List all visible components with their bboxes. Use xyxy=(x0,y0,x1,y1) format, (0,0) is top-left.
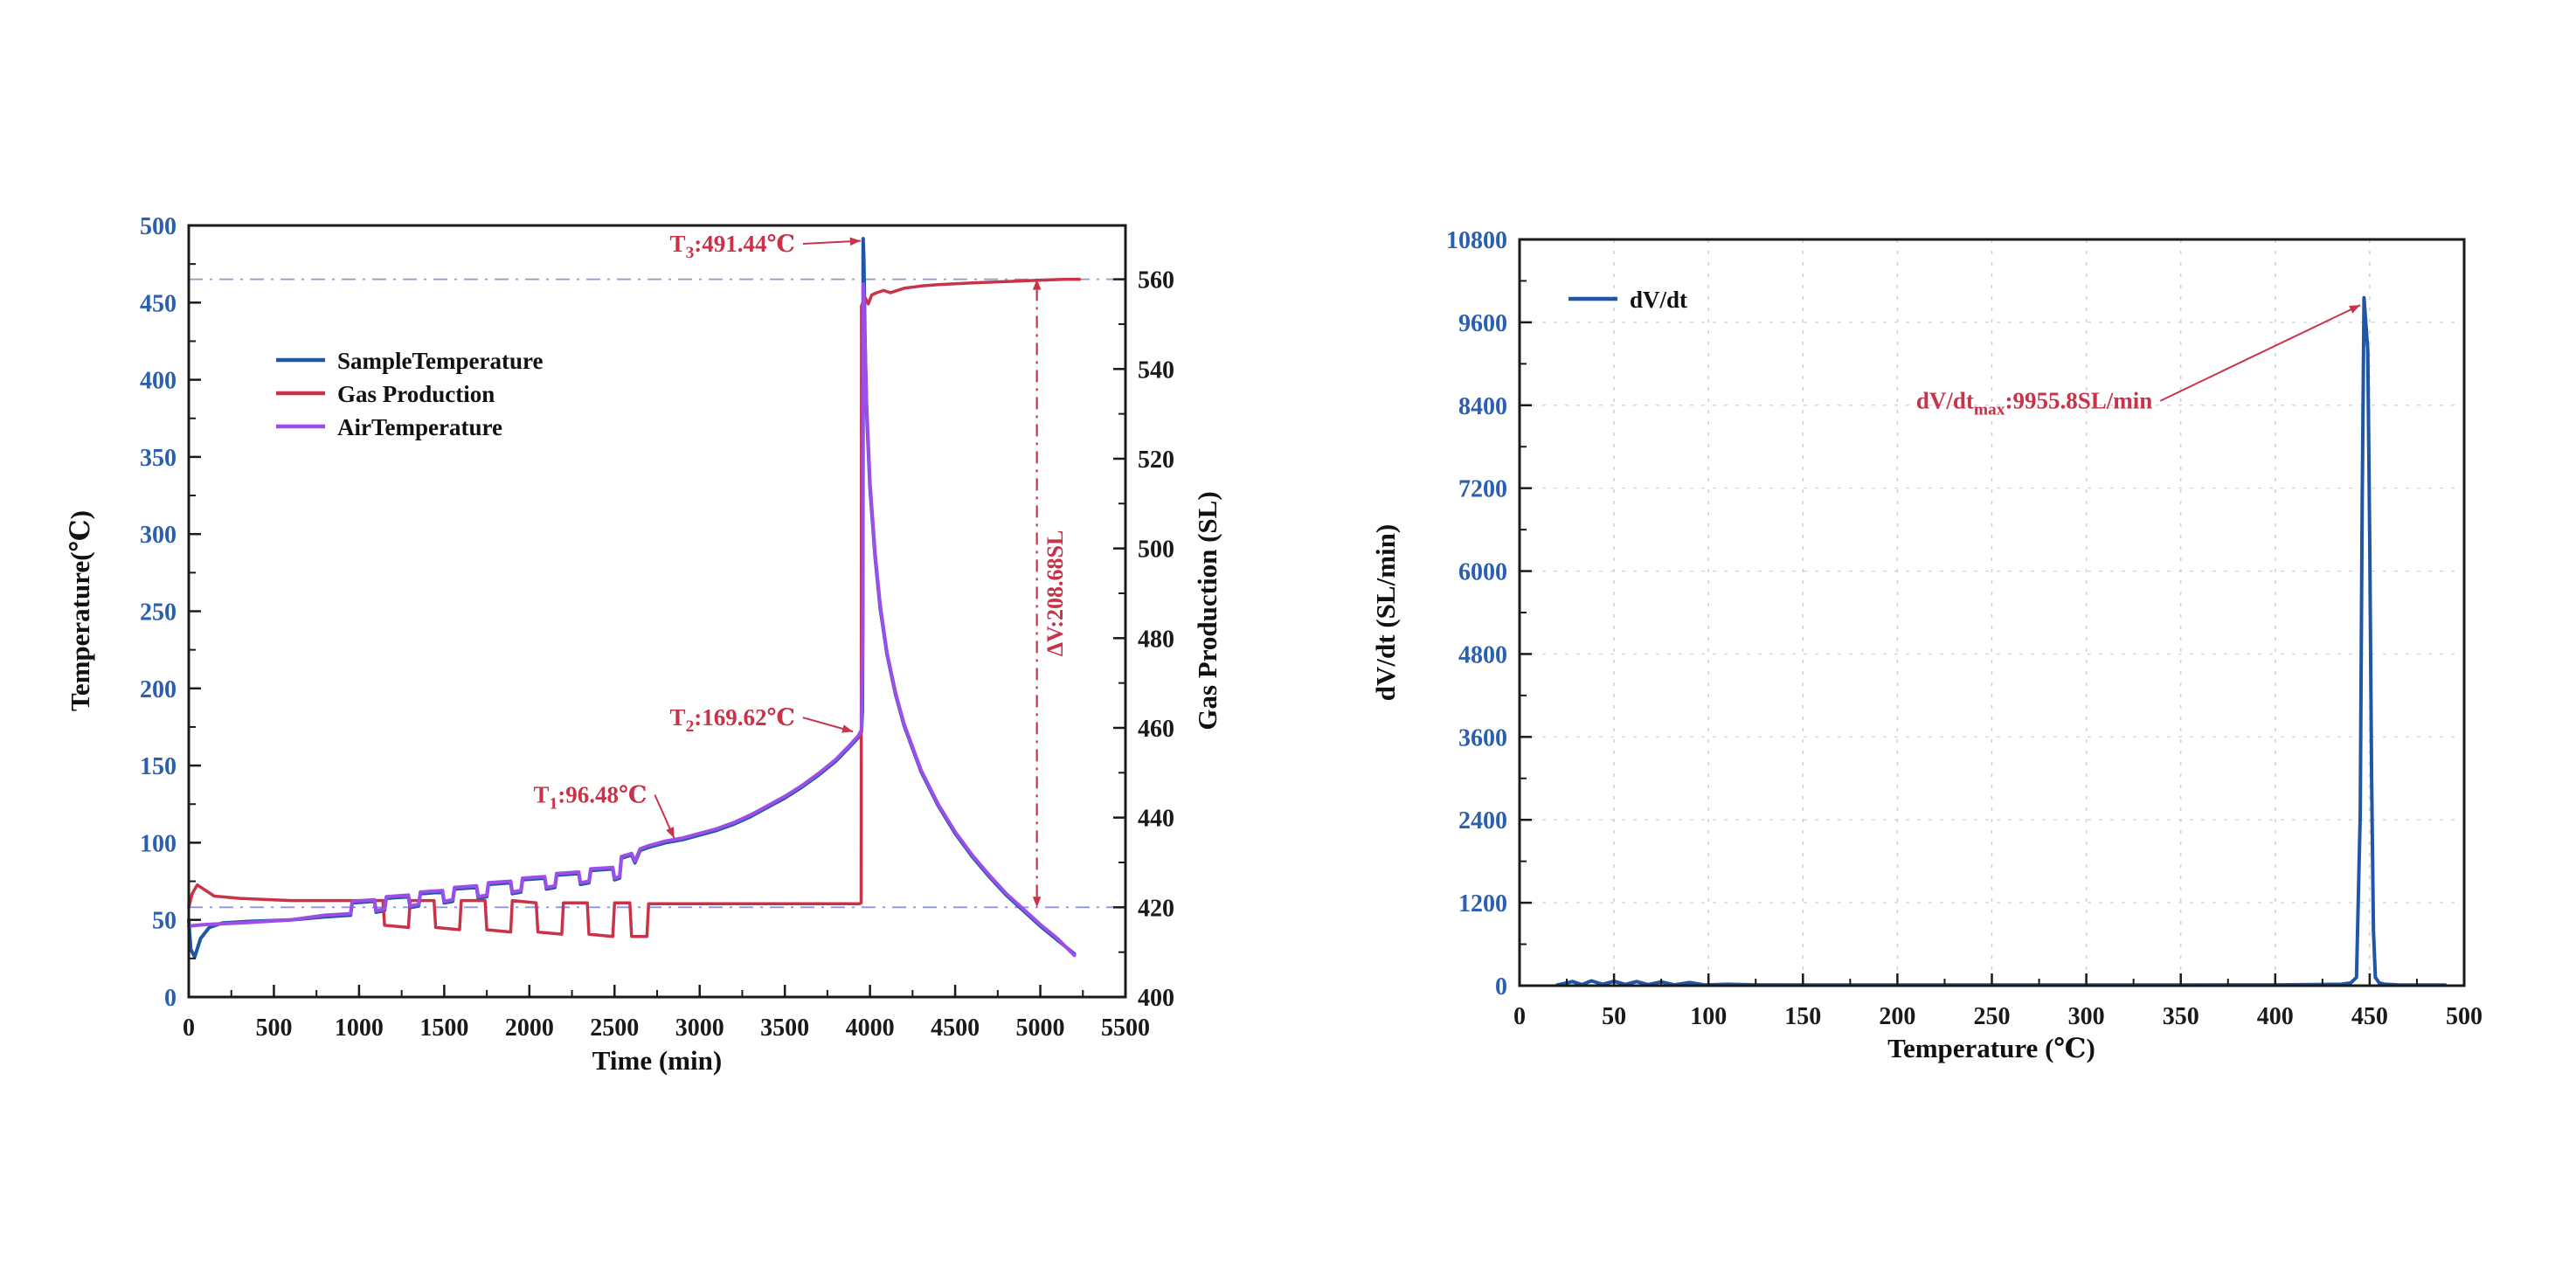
svg-text:450: 450 xyxy=(140,290,177,317)
svg-text:2500: 2500 xyxy=(590,1014,639,1042)
svg-text:5500: 5500 xyxy=(1101,1014,1150,1042)
svg-text:100: 100 xyxy=(1690,1003,1727,1030)
svg-text:1500: 1500 xyxy=(419,1014,468,1042)
svg-text:4000: 4000 xyxy=(846,1014,895,1042)
series-gas-production-line xyxy=(187,277,1082,938)
dvdt-chart-grid xyxy=(1520,239,2464,986)
svg-text:100: 100 xyxy=(140,830,177,857)
dvdt-chart-axes: 0 50 100 150 200 250 300 350 400 450 500 0 1200 2400 3… xyxy=(1446,227,2483,1030)
svg-text:50: 50 xyxy=(1602,1003,1626,1030)
svg-text:200: 200 xyxy=(140,676,177,703)
svg-text:400: 400 xyxy=(1138,985,1174,1012)
svg-text:500: 500 xyxy=(1138,537,1174,564)
annotation-delta-v: ΔV:208.68SL xyxy=(1042,530,1068,657)
svg-text:480: 480 xyxy=(1138,626,1174,653)
svg-text:150: 150 xyxy=(1784,1003,1821,1030)
svg-text:0: 0 xyxy=(164,985,177,1012)
dvdt-chart-legend: dV/dt xyxy=(1568,287,1687,313)
svg-text:200: 200 xyxy=(1879,1003,1915,1030)
svg-text:150: 150 xyxy=(140,753,177,780)
temperature-gas-chart-series xyxy=(187,237,1082,959)
temperature-gas-chart-y2-axis-label: Gas Production (SL) xyxy=(1192,491,1222,730)
svg-text:400: 400 xyxy=(2257,1003,2294,1030)
svg-text:50: 50 xyxy=(152,908,177,935)
svg-text:2400: 2400 xyxy=(1458,807,1507,834)
dvdt-chart: 0 50 100 150 200 250 300 350 400 450 500 0 1200 2400 3… xyxy=(1370,227,2483,1063)
svg-text:4500: 4500 xyxy=(931,1014,980,1042)
svg-text:420: 420 xyxy=(1138,895,1174,922)
svg-text:460: 460 xyxy=(1138,716,1174,743)
svg-text:520: 520 xyxy=(1138,447,1174,474)
svg-text:560: 560 xyxy=(1138,267,1174,294)
svg-text:3500: 3500 xyxy=(760,1014,809,1042)
dvdt-chart-frame xyxy=(1518,238,2466,987)
svg-text:0: 0 xyxy=(1513,1003,1526,1030)
svg-text:250: 250 xyxy=(140,599,177,627)
svg-text:500: 500 xyxy=(2446,1003,2483,1030)
dvdt-chart-y-axis-label: dV/dt (SL/min) xyxy=(1370,524,1401,701)
svg-text:6000: 6000 xyxy=(1458,559,1507,586)
svg-text:3000: 3000 xyxy=(675,1014,724,1042)
svg-text:5000: 5000 xyxy=(1016,1014,1065,1042)
dvdt-chart-x-axis-label: Temperature (℃) xyxy=(1887,1033,2095,1063)
svg-text:9600: 9600 xyxy=(1458,310,1507,337)
series-sampletemperature-line xyxy=(187,237,1077,959)
svg-text:8400: 8400 xyxy=(1458,393,1507,420)
svg-text:7200: 7200 xyxy=(1458,476,1507,503)
svg-text:440: 440 xyxy=(1138,806,1174,833)
svg-text:400: 400 xyxy=(140,368,177,395)
legend-label: AirTemperature xyxy=(337,414,502,440)
annotation-label: T3:491.44℃ xyxy=(670,231,795,262)
svg-text:1000: 1000 xyxy=(335,1014,384,1042)
svg-text:250: 250 xyxy=(1974,1003,2011,1030)
svg-text:10800: 10800 xyxy=(1446,227,1507,254)
svg-text:0: 0 xyxy=(1495,973,1507,1001)
svg-text:450: 450 xyxy=(2351,1003,2388,1030)
temperature-gas-chart-frame xyxy=(187,224,1127,999)
legend-label: Gas Production xyxy=(337,381,495,407)
svg-text:350: 350 xyxy=(2163,1003,2199,1030)
dvdt-chart-annotations: dV/dtmax:9955.8SL/min xyxy=(1916,304,2361,419)
svg-text:3600: 3600 xyxy=(1458,724,1507,751)
svg-text:500: 500 xyxy=(255,1014,292,1042)
series-airtemperature-line xyxy=(187,282,1077,958)
svg-text:300: 300 xyxy=(2068,1003,2105,1030)
legend-label: SampleTemperature xyxy=(337,348,544,374)
legend-label: dV/dt xyxy=(1630,287,1687,313)
annotation-label: T1:96.48℃ xyxy=(533,781,647,813)
temperature-gas-chart-legend: SampleTemperature Gas Production AirTemper… xyxy=(276,348,544,440)
svg-text:4800: 4800 xyxy=(1458,641,1507,668)
temperature-gas-chart-axes: 0 500 1000 1500 2000 2500 3000 3500 4000 4500 5000… xyxy=(140,213,1174,1042)
temperature-gas-chart-annotations: T3:491.44℃ T2:169.62℃ T1:96.48℃ ΔV:208.68SL xyxy=(533,231,1068,908)
temperature-gas-chart-x-axis-label: Time (min) xyxy=(592,1045,722,1076)
annotation-label: dV/dtmax:9955.8SL/min xyxy=(1916,388,2152,419)
svg-text:350: 350 xyxy=(140,445,177,472)
svg-text:0: 0 xyxy=(183,1014,195,1042)
svg-text:540: 540 xyxy=(1138,357,1174,384)
svg-text:500: 500 xyxy=(140,213,177,240)
svg-text:1200: 1200 xyxy=(1458,890,1507,918)
svg-text:2000: 2000 xyxy=(505,1014,554,1042)
temperature-gas-chart: 0 500 1000 1500 2000 2500 3000 3500 4000 4500 5000… xyxy=(65,213,1222,1076)
svg-text:300: 300 xyxy=(140,522,177,549)
annotation-label: T2:169.62℃ xyxy=(670,704,795,736)
temperature-gas-chart-y-axis-label: Temperature(℃) xyxy=(65,510,95,711)
